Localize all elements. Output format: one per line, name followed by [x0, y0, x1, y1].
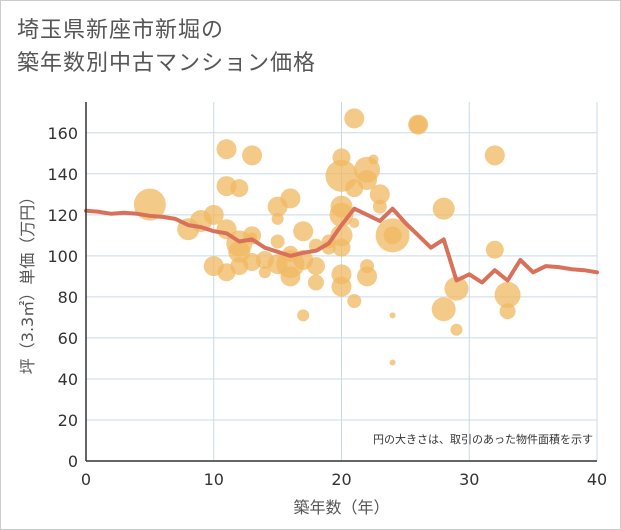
bubble-group	[133, 108, 521, 366]
x-tick-label-0: 0	[81, 470, 91, 489]
scatter-point-61	[431, 297, 456, 322]
y-axis-label: 坪（3.3㎡）単価（万円）	[18, 189, 37, 374]
scatter-point-60	[432, 197, 455, 220]
scatter-point-13	[242, 145, 263, 166]
scatter-point-18	[258, 266, 271, 279]
scatter-point-42	[331, 276, 352, 297]
scatter-point-57	[389, 359, 396, 366]
y-tick-label-0: 0	[68, 452, 78, 471]
scatter-point-50	[357, 266, 378, 287]
scatter-point-27	[293, 221, 314, 242]
y-tick-label-120: 120	[47, 206, 78, 225]
scatter-point-20	[271, 212, 284, 225]
y-tick-label-20: 20	[58, 411, 78, 430]
scatter-point-56	[389, 312, 396, 319]
x-axis-label: 築年数（年）	[293, 498, 389, 517]
scatter-point-9	[230, 179, 249, 198]
scatter-point-43	[344, 108, 365, 129]
scatter-point-53	[372, 199, 387, 214]
scatter-point-46	[347, 293, 362, 308]
x-tick-label-30: 30	[459, 470, 479, 489]
y-tick-label-160: 160	[47, 124, 78, 143]
scatter-point-64	[484, 145, 505, 166]
scatter-point-65	[485, 240, 504, 259]
scatter-point-21	[270, 234, 285, 249]
chart-title: 埼玉県新座市新堀の 築年数別中古マンション価格	[17, 18, 317, 76]
scatter-point-67	[499, 303, 516, 320]
scatter-point-31	[306, 257, 325, 276]
scatter-point-52	[369, 184, 390, 205]
y-tick-label-60: 60	[58, 329, 78, 348]
y-tick-label-140: 140	[47, 165, 78, 184]
scatter-point-66	[494, 281, 521, 308]
x-tick-label-10: 10	[204, 470, 224, 489]
scatter-point-3	[203, 204, 224, 225]
y-tick-label-40: 40	[58, 370, 78, 389]
trend-line-0	[84, 206, 599, 285]
axes	[85, 102, 597, 462]
y-tick-label-100: 100	[47, 247, 78, 266]
scatter-point-45	[349, 218, 360, 229]
scatter-point-29	[297, 309, 310, 322]
x-tick-label-20: 20	[331, 470, 351, 489]
size-legend-note: 円の大きさは、取引のあった物件面積を示す	[373, 432, 593, 446]
x-tick-label-40: 40	[587, 470, 607, 489]
scatter-point-51	[368, 154, 379, 165]
scatter-point-38	[329, 202, 354, 227]
scatter-point-40	[332, 238, 351, 257]
scatter-point-55	[383, 226, 402, 245]
scatter-point-5	[216, 139, 237, 160]
scatter-point-32	[307, 274, 324, 291]
scatter-point-63	[450, 323, 463, 336]
scatter-point-23	[280, 188, 301, 209]
scatter-point-25	[280, 266, 301, 287]
tick-labels: 0 20 40 60 80 100 120 140 160 0 10 20 30 40	[47, 124, 607, 489]
scatter-point-62	[444, 276, 469, 301]
scatter-point-48	[357, 169, 378, 190]
grid-lines	[86, 102, 598, 461]
trend-line-group	[84, 206, 599, 285]
y-tick-label-80: 80	[58, 288, 78, 307]
scatter-point-59	[409, 115, 428, 134]
